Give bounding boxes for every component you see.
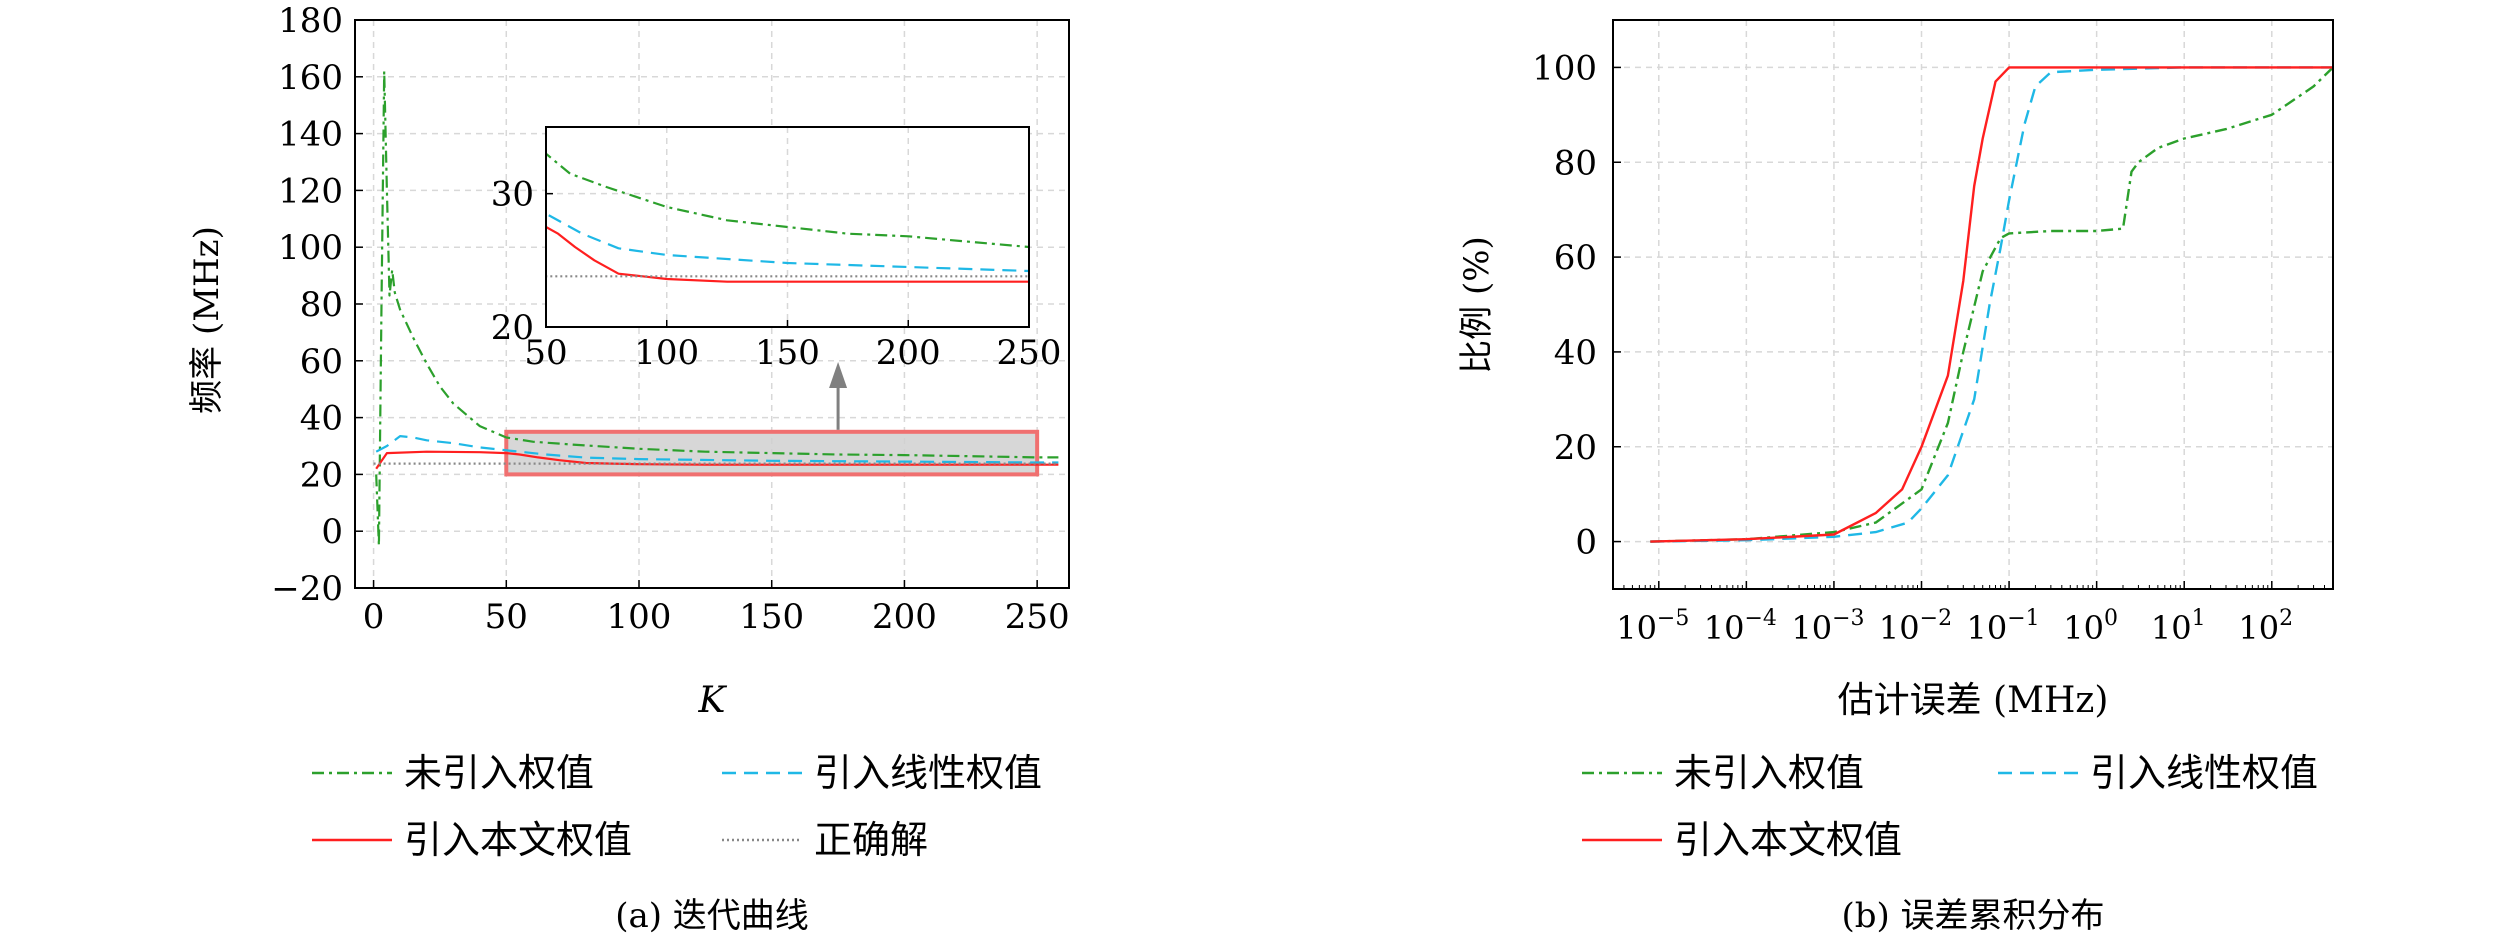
panel-a-y-tick-label-4: 60 [300,342,343,382]
panel-b-x-tick-exponent-3: −2 [1920,606,1952,631]
panel-a-x-tick-label-4: 200 [872,597,937,637]
panel-b-error-cdf: 10−5 10−4 10−3 10−2 10−1 100 101 10202040608010… [1457,19,2334,936]
panel-a-y-tick-label-6: 100 [278,228,343,268]
panel-b-x-tick-exponent-1: −4 [1745,606,1777,631]
panel-b-caption: (b) 误差累积分布 [1841,896,2104,936]
panel-a-series-2-solid-line [375,450,1059,470]
panel-b-y-tick-label-5: 100 [1532,48,1597,88]
panel-b-series-1-dashed-line [1650,66,2333,543]
panel-a-x-tick-label-0: 0 [363,597,385,637]
panel-b-x-tick-exponent-7: 2 [2279,606,2293,631]
panel-b-x-tick-base-4: 10 [1966,609,2007,647]
zoom-arrow [829,362,848,430]
panel-a-x-axis-label: K [698,680,728,721]
zoom-box-fill [506,431,1038,475]
panel-b-x-tick-exponent-0: −5 [1657,606,1689,631]
panel-b-legend-label-0: 未引入权值 [1674,751,1864,795]
panel-a-series [373,70,1059,547]
zoom-arrow-head [829,362,848,388]
panel-a-series-0-dash-dot-line [375,70,1059,547]
panel-b-ticks: 10−5 10−4 10−3 10−2 10−1 100 101 10202040608010… [1532,48,2334,647]
panel-b-x-tick-label-6: 101 [2151,606,2206,647]
inset-y-tick-label-0: 20 [491,308,534,348]
panel-a-y-tick-label-5: 80 [300,285,343,325]
panel-b-y-tick-label-1: 20 [1554,428,1597,468]
inset-x-tick-label-2: 150 [755,333,820,373]
panel-a-legend-label-1: 引入线性权值 [814,751,1042,795]
panel-b-x-tick-base-1: 10 [1704,609,1745,647]
panel-b-legend-label-1: 引入线性权值 [2090,751,2318,795]
inset-series-0-dash-dot-line [546,151,1029,249]
panel-a-y-axis-label: 频率 (MHz) [187,226,227,414]
panel-b-x-tick-exponent-5: 0 [2104,606,2118,631]
panel-b-grid [1613,20,2333,589]
panel-b-y-tick-label-3: 60 [1554,238,1597,278]
panel-b-x-tick-label-5: 100 [2063,606,2118,647]
panel-a-y-tick-label-10: 180 [278,1,343,41]
panel-a-y-tick-label-0: −20 [271,569,343,609]
panel-b-plot-frame [1612,19,2334,590]
inset-series [546,151,1029,283]
panel-b-x-tick-exponent-6: 1 [2192,606,2206,631]
panel-a-legend-label-0: 未引入权值 [404,751,594,795]
panel-b-x-axis-label: 估计误差 (MHz) [1838,680,2109,721]
inset-y-tick-label-1: 30 [491,175,534,215]
panel-b-x-tick-base-5: 10 [2063,609,2104,647]
panel-b-x-tick-base-3: 10 [1879,609,1920,647]
panel-b-series [1650,66,2333,543]
panel-b-y-tick-label-0: 0 [1575,523,1597,563]
panel-b-x-tick-exponent-4: −1 [2007,606,2039,631]
inset-ticks: 50 100 150 200 250 20 30 [491,175,1062,373]
panel-b-x-tick-label-4: 10−1 [1966,606,2039,647]
panel-b-series-2-solid-line [1650,66,2333,543]
panel-a-x-tick-label-3: 150 [739,597,804,637]
panel-a-inset: 50 100 150 200 250 20 30 [491,126,1062,373]
panel-a-zoom-region [504,429,1040,477]
panel-a-legend-label-3: 正确解 [814,818,928,862]
panel-b-legend-label-2: 引入本文权值 [1674,818,1902,862]
panel-b-x-tick-base-7: 10 [2238,609,2279,647]
panel-b-x-tick-exponent-2: −3 [1832,606,1864,631]
panel-b-x-tick-base-2: 10 [1791,609,1832,647]
panel-a-y-tick-label-3: 40 [300,399,343,439]
panel-a-x-tick-label-1: 50 [485,597,528,637]
panel-a-y-tick-label-9: 160 [278,58,343,98]
inset-x-tick-label-4: 250 [997,333,1062,373]
panel-b-x-tick-label-3: 10−2 [1879,606,1952,647]
panel-a-y-tick-label-2: 20 [300,455,343,495]
panel-a-iteration-curve: 0 50 100 150 200 250 −20 0 20 40 60 80 100 120 140 160 1… [187,1,1070,936]
panel-a-x-tick-label-2: 100 [607,597,672,637]
panel-b-x-tick-label-2: 10−3 [1791,606,1864,647]
panel-b-x-tick-label-1: 10−4 [1704,606,1777,647]
panel-b-y-tick-label-2: 40 [1554,333,1597,373]
inset-x-tick-label-0: 50 [524,333,567,373]
inset-x-tick-label-3: 200 [876,333,941,373]
panel-b-y-tick-label-4: 80 [1554,143,1597,183]
panel-b-series-0-dash-dot-line [1650,66,2333,543]
panel-a-y-tick-label-7: 120 [278,171,343,211]
panel-b-x-tick-label-0: 10−5 [1616,606,1689,647]
panel-b-y-axis-label: 比例 (%) [1457,236,1497,374]
panel-a-x-tick-label-5: 250 [1005,597,1070,637]
panel-a-y-tick-label-1: 0 [321,512,343,552]
panel-b-x-tick-base-0: 10 [1616,609,1657,647]
panel-a-ticks: 0 50 100 150 200 250 −20 0 20 40 60 80 100 120 140 160 1… [271,1,1069,637]
inset-series-2-solid-line [546,225,1029,283]
panel-b-x-tick-label-7: 102 [2238,606,2293,647]
panel-a-legend-label-2: 引入本文权值 [404,818,632,862]
panel-a-caption: (a) 迭代曲线 [615,896,809,936]
panel-b-x-tick-base-6: 10 [2151,609,2192,647]
panel-a-y-tick-label-8: 140 [278,115,343,155]
inset-x-tick-label-1: 100 [634,333,699,373]
panel-a-series-1-dashed-line [375,435,1059,464]
